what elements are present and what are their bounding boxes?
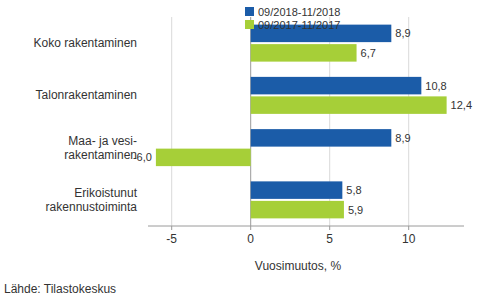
tick-label: 0 [247,232,254,246]
tick-label: 10 [402,232,416,246]
bar [251,181,343,199]
bar [251,44,357,62]
x-axis-line [148,226,464,227]
tick-mark [171,226,172,230]
tick-mark [408,226,409,230]
source-note: Lähde: Tilastokeskus [4,282,116,296]
data-labels: 8,910,88,95,86,712,4-6,05,9 [133,27,472,215]
legend-label: 09/2018-11/2018 [258,6,340,18]
grid-line [408,17,409,226]
legend-label: 09/2017-11/2017 [258,19,340,31]
data-label: 6,7 [361,47,376,59]
legend: 09/2018-11/201809/2017-11/2017 [245,6,340,31]
x-axis-label: Vuosimuutos, % [255,259,342,273]
tick-label: 5 [326,232,333,246]
bars [156,25,447,219]
category-label-line: rakennustoiminta [46,200,138,214]
tick-label: -5 [166,232,177,246]
category-label-line: rakentaminen [64,148,137,162]
chart: -505108,910,88,95,86,712,4-6,05,9Koko ra… [0,0,493,304]
bar [251,77,422,95]
data-label: 5,8 [346,184,361,196]
bar [156,149,251,167]
category-label: Erikoistunutrakennustoiminta [46,186,138,214]
category-label-line: Koko rakentaminen [34,36,137,50]
category-label-line: Erikoistunut [74,186,137,200]
tick-mark [250,226,251,230]
data-label: 8,9 [395,27,410,39]
legend-swatch [245,20,254,29]
bar [251,129,392,147]
category-label: Talonrakentaminen [36,88,137,102]
bar [251,96,447,114]
data-label: 8,9 [395,132,410,144]
legend-swatch [245,7,254,16]
grid-line [171,17,172,226]
tick-mark [329,226,330,230]
grid [172,17,409,230]
category-label-line: Maa- ja vesi- [68,134,137,148]
data-label: 12,4 [451,99,472,111]
category-label: Koko rakentaminen [34,36,137,50]
category-label: Maa- ja vesi-rakentaminen [64,134,137,162]
data-label: 10,8 [425,80,446,92]
bar [251,201,344,219]
data-label: 5,9 [348,204,363,216]
category-label-line: Talonrakentaminen [36,88,137,102]
